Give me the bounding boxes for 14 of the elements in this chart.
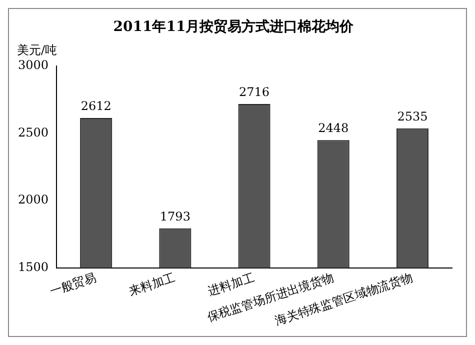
chart-title: 2011年11月按贸易方式进口棉花均价 [113, 18, 355, 36]
y-tick-label: 2000 [18, 192, 49, 207]
y-tick-label: 1500 [18, 260, 49, 274]
x-tick-label: 进料加工 [206, 270, 256, 298]
data-label: 2612 [80, 99, 112, 114]
y-tick-label: 3000 [18, 58, 49, 72]
y-axis-title: 美元/吨 [17, 42, 58, 57]
y-tick-label: 2500 [18, 125, 49, 140]
data-label: 1793 [160, 209, 190, 224]
x-tick-label: 一般贸易 [48, 270, 98, 298]
data-label: 2716 [238, 85, 270, 100]
x-tick-label: 来料加工 [127, 270, 178, 298]
data-label: 2535 [397, 109, 428, 124]
data-label: 2448 [318, 121, 349, 136]
